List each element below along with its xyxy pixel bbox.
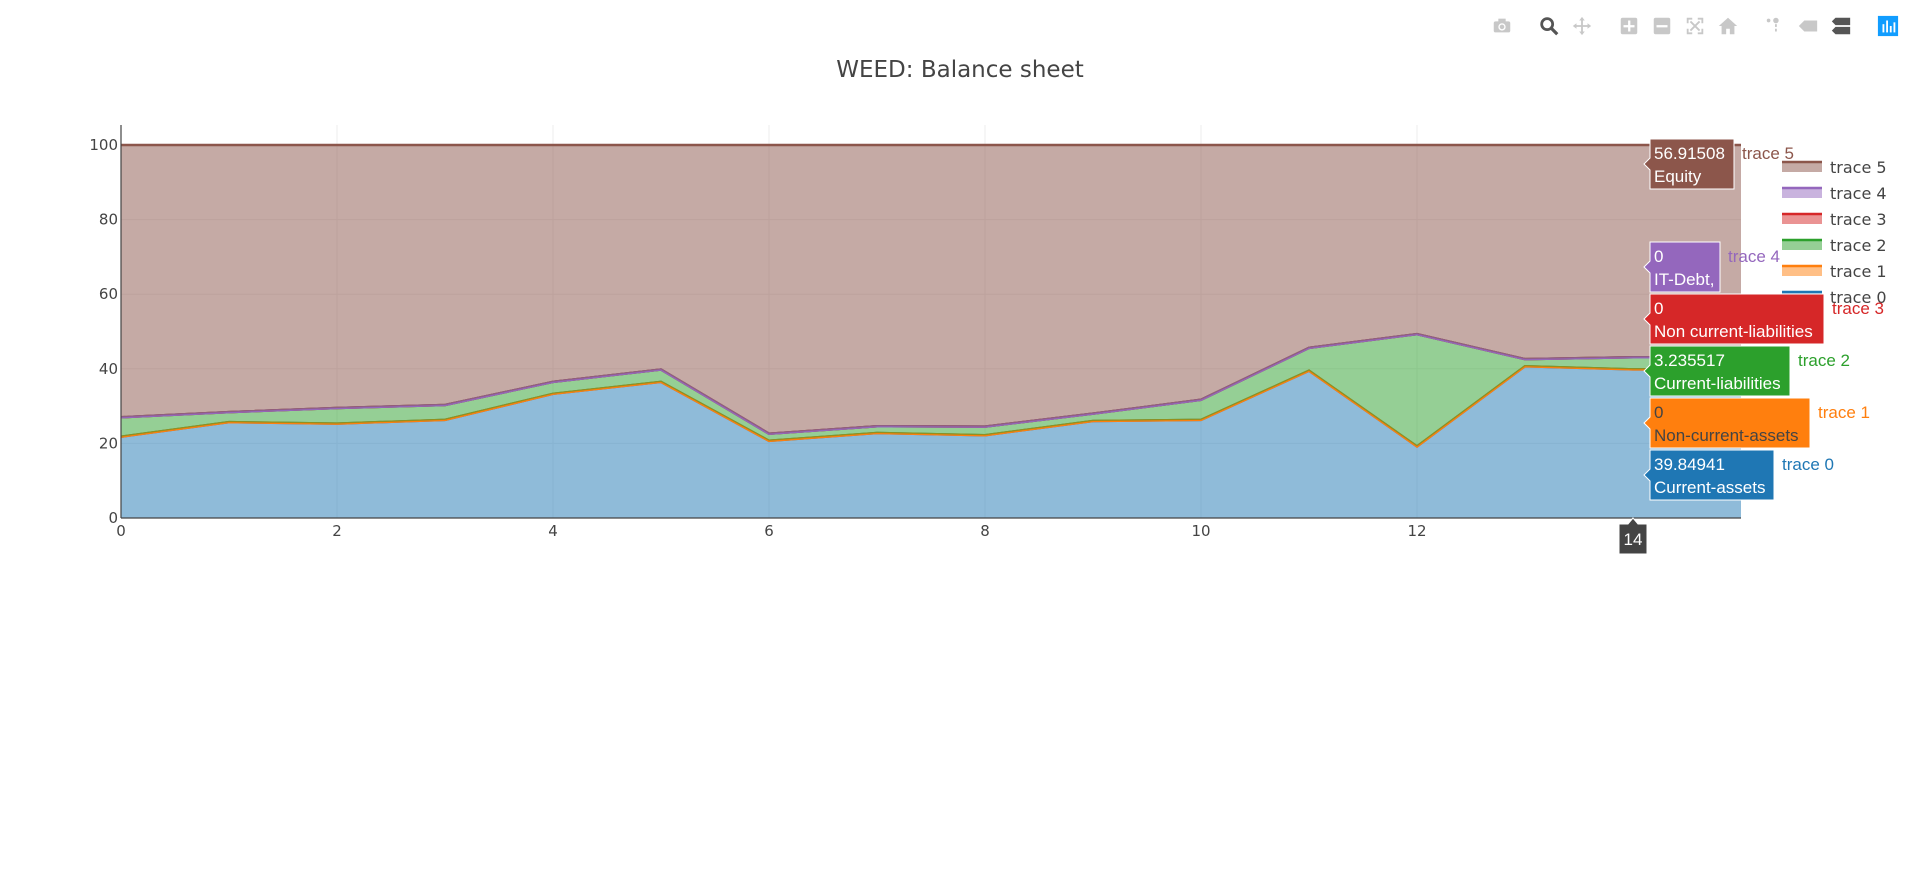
x-tick-label: 8 — [980, 522, 990, 540]
plot-areas — [120, 143, 1741, 518]
x-tick-label: 4 — [548, 522, 558, 540]
zoom-icon[interactable] — [1537, 14, 1561, 38]
y-tick-label: 20 — [99, 434, 118, 452]
svg-text:56.91508: 56.91508 — [1654, 144, 1725, 163]
svg-text:trace 5: trace 5 — [1742, 144, 1794, 163]
svg-text:Equity: Equity — [1654, 167, 1702, 186]
hover-label-trace-2: 3.235517 Current-liabilities trace 2 — [1643, 345, 1850, 397]
svg-text:trace 4: trace 4 — [1830, 184, 1887, 203]
spike-lines-icon[interactable] — [1763, 14, 1787, 38]
hover-label-trace-1: 0 Non-current-assets trace 1 — [1643, 397, 1870, 449]
hover-x-label: 14 — [1618, 517, 1648, 555]
chart-title: WEED: Balance sheet — [836, 57, 1084, 83]
legend-item-trace-3[interactable]: trace 3 — [1782, 210, 1887, 229]
legend-item-trace-2[interactable]: trace 2 — [1782, 236, 1887, 255]
y-tick-label: 100 — [89, 136, 118, 154]
legend[interactable]: trace 5 trace 4 trace 3 trace 2 trace 1 trace… — [1782, 158, 1887, 307]
svg-text:trace 3: trace 3 — [1830, 210, 1887, 229]
svg-text:0: 0 — [1654, 247, 1663, 266]
y-tick-label: 60 — [99, 285, 118, 303]
axes: 0 20 40 60 80 100 0 2 4 6 8 10 12 — [89, 125, 1741, 540]
svg-text:trace 5: trace 5 — [1830, 158, 1887, 177]
svg-text:trace 0: trace 0 — [1782, 455, 1834, 474]
pan-icon[interactable] — [1570, 14, 1594, 38]
x-tick-label: 10 — [1191, 522, 1210, 540]
svg-text:0: 0 — [1654, 299, 1663, 318]
zoom-out-icon[interactable] — [1650, 14, 1674, 38]
svg-text:14: 14 — [1624, 530, 1643, 549]
svg-text:Current-liabilities: Current-liabilities — [1654, 374, 1781, 393]
svg-text:trace 2: trace 2 — [1830, 236, 1887, 255]
area-trace-2 — [121, 334, 1741, 447]
hover-label-trace-5: 56.91508 Equity trace 5 — [1643, 138, 1794, 190]
svg-text:trace 1: trace 1 — [1830, 262, 1887, 281]
hover-label-trace-0: 39.84941 Current-assets trace 0 — [1643, 449, 1834, 501]
svg-text:Non-current-assets: Non-current-assets — [1654, 426, 1799, 445]
hover-label-trace-3: 0 Non current-liabilities trace 3 — [1643, 293, 1884, 345]
plotly-logo-icon[interactable] — [1876, 14, 1900, 38]
svg-text:Non current-liabilities: Non current-liabilities — [1654, 322, 1813, 341]
svg-text:0: 0 — [1654, 403, 1663, 422]
svg-text:Current-assets: Current-assets — [1654, 478, 1765, 497]
legend-item-trace-5[interactable]: trace 5 — [1782, 158, 1887, 177]
hover-compare-icon[interactable] — [1829, 14, 1853, 38]
home-icon[interactable] — [1716, 14, 1740, 38]
svg-text:trace 2: trace 2 — [1798, 351, 1850, 370]
svg-text:39.84941: 39.84941 — [1654, 455, 1725, 474]
svg-text:trace 4: trace 4 — [1728, 247, 1780, 266]
x-tick-label: 6 — [764, 522, 774, 540]
camera-icon[interactable] — [1490, 14, 1514, 38]
x-tick-label: 2 — [332, 522, 342, 540]
hover-label-trace-4: 0 IT-Debt, trace 4 — [1643, 241, 1780, 293]
svg-text:IT-Debt,: IT-Debt, — [1654, 270, 1714, 289]
modebar — [1481, 14, 1900, 38]
area-trace-0 — [121, 366, 1741, 518]
svg-text:trace 3: trace 3 — [1832, 299, 1884, 318]
autoscale-icon[interactable] — [1683, 14, 1707, 38]
legend-item-trace-4[interactable]: trace 4 — [1782, 184, 1887, 203]
x-tick-label: 0 — [116, 522, 126, 540]
hover-closest-icon[interactable] — [1796, 14, 1820, 38]
y-tick-label: 80 — [99, 211, 118, 229]
y-tick-label: 0 — [108, 509, 118, 527]
svg-text:trace 0: trace 0 — [1830, 288, 1887, 307]
y-tick-label: 40 — [99, 360, 118, 378]
area-trace-5 — [121, 145, 1741, 434]
svg-text:3.235517: 3.235517 — [1654, 351, 1725, 370]
x-tick-label: 12 — [1407, 522, 1426, 540]
legend-item-trace-1[interactable]: trace 1 — [1782, 262, 1887, 281]
svg-text:trace 1: trace 1 — [1818, 403, 1870, 422]
zoom-in-icon[interactable] — [1617, 14, 1641, 38]
